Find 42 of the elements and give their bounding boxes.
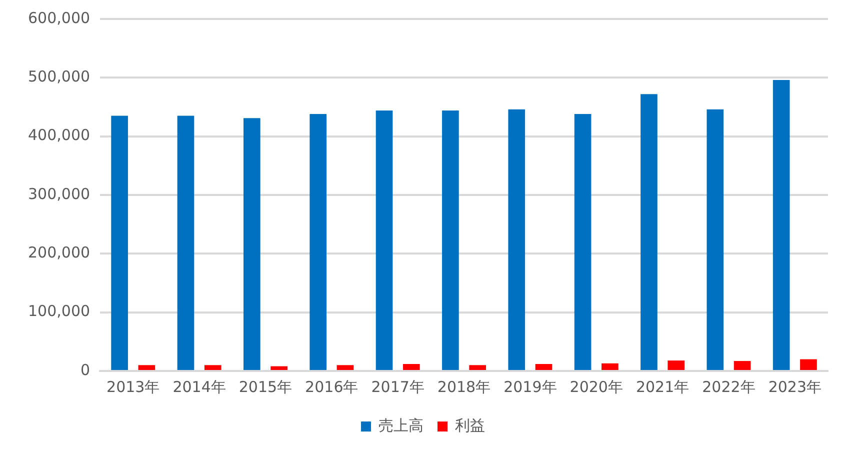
bar bbox=[204, 365, 222, 370]
bar bbox=[442, 110, 459, 370]
bar bbox=[177, 116, 194, 370]
bar bbox=[535, 364, 552, 370]
legend-label: 売上高 bbox=[378, 416, 424, 434]
bar bbox=[668, 360, 685, 370]
y-tick-label: 0 bbox=[80, 360, 90, 379]
x-tick-label: 2015年 bbox=[238, 378, 292, 396]
bar bbox=[508, 109, 526, 370]
x-tick-label: 2022年 bbox=[702, 378, 756, 396]
bar bbox=[602, 363, 618, 370]
bar bbox=[138, 365, 156, 370]
bar bbox=[336, 365, 354, 370]
x-tick-label: 2018年 bbox=[437, 378, 491, 396]
bar bbox=[640, 94, 658, 370]
x-tick-label: 2019年 bbox=[504, 378, 557, 396]
y-tick-label: 400,000 bbox=[28, 126, 90, 144]
x-tick-label: 2023年 bbox=[768, 378, 822, 396]
bar bbox=[111, 116, 128, 370]
bar bbox=[706, 109, 724, 370]
bar bbox=[376, 110, 393, 370]
bar bbox=[244, 118, 260, 370]
bar bbox=[270, 366, 288, 370]
legend-label: 利益 bbox=[455, 416, 485, 434]
bar bbox=[574, 114, 592, 370]
y-tick-label: 100,000 bbox=[28, 302, 90, 320]
y-tick-label: 600,000 bbox=[28, 8, 90, 27]
x-tick-label: 2017年 bbox=[371, 378, 424, 396]
x-tick-label: 2014年 bbox=[172, 378, 226, 396]
x-tick-label: 2021年 bbox=[636, 378, 690, 396]
bar bbox=[800, 359, 817, 370]
x-tick-label: 2020年 bbox=[570, 378, 623, 396]
y-tick-label: 500,000 bbox=[28, 68, 90, 86]
x-tick-label: 2013年 bbox=[106, 378, 160, 396]
x-tick-label: 2016年 bbox=[305, 378, 358, 396]
bar bbox=[734, 361, 751, 370]
y-tick-label: 300,000 bbox=[28, 184, 90, 203]
bar bbox=[402, 364, 420, 370]
bar bbox=[469, 365, 486, 370]
bar bbox=[310, 114, 326, 370]
bar bbox=[772, 80, 790, 370]
y-tick-label: 200,000 bbox=[28, 244, 90, 262]
